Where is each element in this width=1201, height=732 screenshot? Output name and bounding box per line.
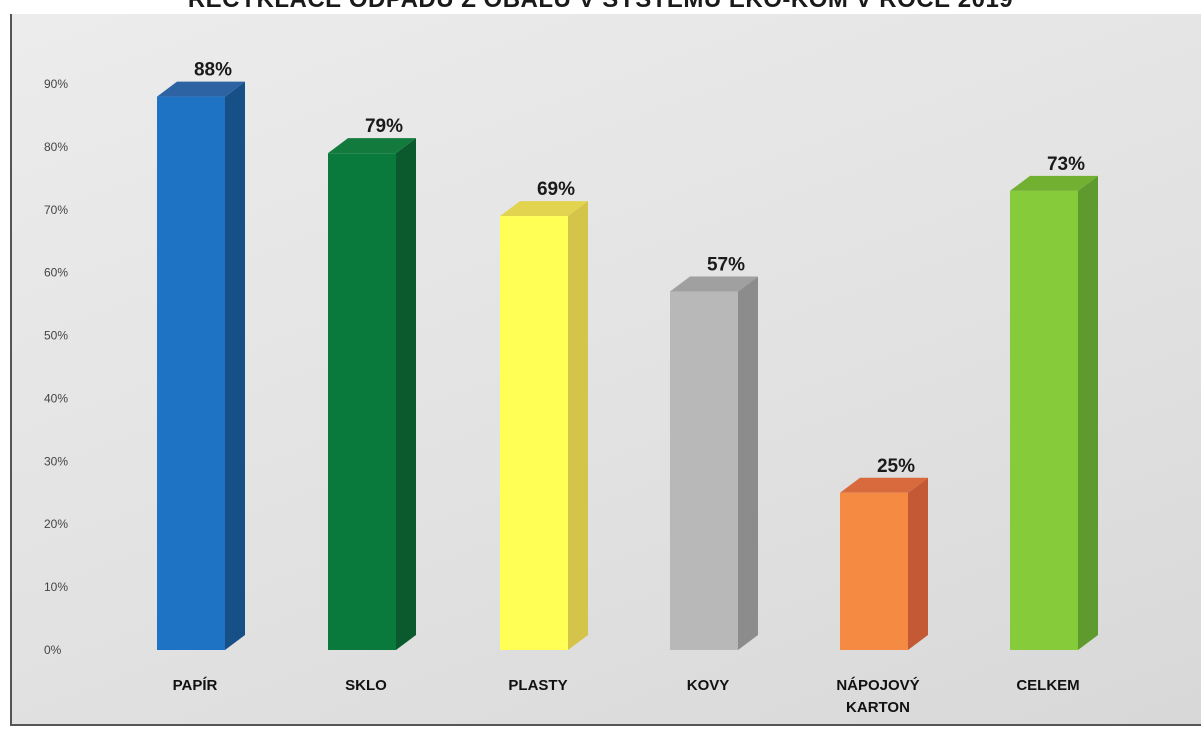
- y-tick-label: 10%: [44, 580, 68, 594]
- bar: [157, 96, 225, 651]
- y-tick-label: 20%: [44, 517, 68, 531]
- bar-side: [1078, 175, 1098, 650]
- bar-top: [328, 138, 416, 154]
- category-label: KOVY: [687, 677, 730, 694]
- bar-side: [568, 201, 588, 651]
- bar-top: [500, 201, 588, 217]
- bar: [670, 291, 738, 650]
- y-tick-label: 80%: [44, 140, 68, 154]
- bar-side: [396, 138, 416, 650]
- bar-top: [670, 276, 758, 292]
- bar: [500, 216, 568, 651]
- bar-top: [1010, 175, 1098, 191]
- bar: [1010, 190, 1078, 650]
- y-tick-label: 40%: [44, 391, 68, 405]
- y-tick-label: 60%: [44, 266, 68, 280]
- bar: [328, 153, 396, 650]
- bar-side: [908, 477, 928, 650]
- category-label: PLASTY: [508, 677, 567, 694]
- data-label: 69%: [537, 179, 575, 200]
- data-label: 79%: [365, 116, 403, 137]
- bar-side: [225, 81, 245, 651]
- data-label: 57%: [707, 255, 745, 276]
- category-label: SKLO: [345, 677, 387, 694]
- category-label: PAPÍR: [173, 677, 218, 694]
- y-tick-label: 30%: [44, 454, 68, 468]
- chart-title: RECYKLACE ODPADŮ Z OBALŮ V SYSTÉMU EKO-K…: [0, 0, 1201, 14]
- data-label: 25%: [877, 456, 915, 477]
- category-label: CELKEM: [1016, 677, 1079, 694]
- y-tick-label: 0%: [44, 643, 62, 657]
- y-tick-label: 50%: [44, 329, 68, 343]
- y-tick-label: 90%: [44, 77, 68, 91]
- bar-side: [738, 276, 758, 650]
- bar-top: [157, 81, 245, 97]
- data-label: 73%: [1047, 154, 1085, 175]
- bar: [840, 492, 908, 650]
- data-label: 88%: [194, 60, 232, 81]
- y-tick-label: 70%: [44, 203, 68, 217]
- category-label: KARTON: [846, 699, 910, 716]
- category-label: NÁPOJOVÝ: [836, 676, 919, 694]
- bar-top: [840, 477, 928, 493]
